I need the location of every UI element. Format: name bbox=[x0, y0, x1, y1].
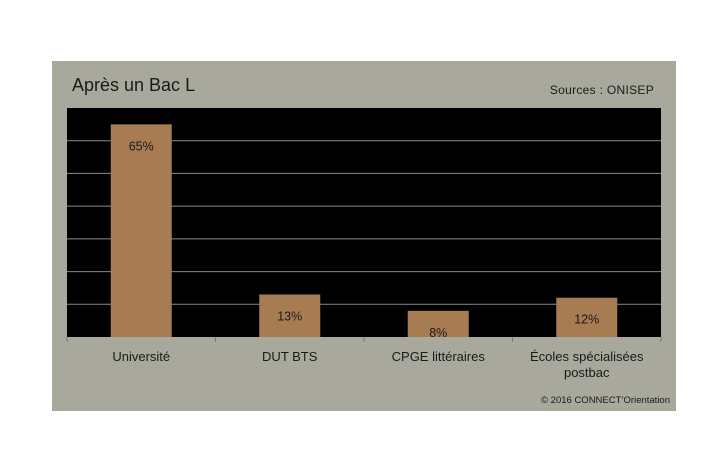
data-label: 8% bbox=[429, 326, 447, 340]
x-tick-label: CPGE littéraires bbox=[392, 349, 486, 364]
x-tick-label: Université bbox=[112, 349, 170, 364]
x-tick-label: Écoles spécialisées postbac bbox=[530, 349, 644, 380]
bar bbox=[110, 124, 172, 337]
bar bbox=[407, 310, 469, 337]
copyright-notice: © 2016 CONNECT’Orientation bbox=[541, 395, 670, 406]
chart-source: Sources : ONISEP bbox=[549, 83, 654, 97]
chart-title: Après un Bac L bbox=[72, 75, 196, 95]
data-label: 12% bbox=[574, 313, 599, 327]
bar-chart: 65% Université 13% DUT BTS 8% CPGE littéraire… bbox=[66, 108, 662, 380]
bar bbox=[259, 294, 321, 337]
data-label: 65% bbox=[129, 139, 154, 153]
bar bbox=[556, 297, 618, 337]
chart-card: Après un Bac L Sources : ONISEP 65% Unive… bbox=[52, 61, 676, 411]
x-tick-label: DUT BTS bbox=[262, 349, 318, 364]
data-label: 13% bbox=[277, 309, 302, 323]
